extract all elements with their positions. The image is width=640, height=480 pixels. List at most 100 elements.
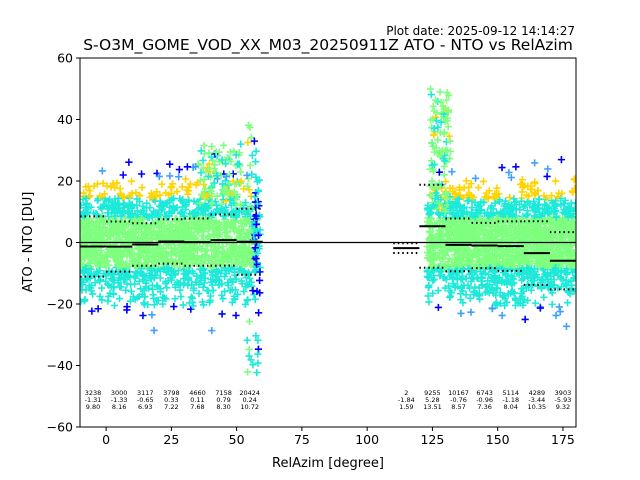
- scatter-point: [93, 257, 102, 265]
- scatter-point: [87, 265, 95, 273]
- scatter-point: [110, 237, 118, 246]
- scatter-point: [245, 345, 253, 354]
- scatter-point: [81, 296, 89, 304]
- scatter-point: [178, 203, 187, 211]
- scatter-point: [96, 277, 104, 285]
- scatter-point: [127, 287, 135, 296]
- scatter-point: [247, 278, 255, 286]
- scatter-point: [119, 192, 127, 200]
- scatter-point: [143, 231, 151, 239]
- scatter-point: [154, 245, 162, 253]
- scatter-point: [220, 248, 229, 256]
- scatter-point: [232, 151, 240, 159]
- scatter-point: [174, 279, 182, 288]
- scatter-point: [205, 256, 213, 265]
- scatter-point: [163, 252, 171, 260]
- scatter-point: [156, 274, 164, 282]
- scatter-point: [135, 251, 143, 259]
- scatter-point: [253, 178, 261, 186]
- scatter-point: [241, 218, 249, 226]
- scatter-point: [218, 310, 226, 318]
- scatter-point: [162, 200, 171, 208]
- scatter-point: [479, 177, 488, 186]
- scatter-point: [163, 199, 172, 207]
- x-tick-label: 75: [294, 432, 310, 447]
- scatter-point: [232, 311, 240, 320]
- bin-stat-label: 1.59: [399, 403, 413, 411]
- scatter-point: [254, 231, 263, 239]
- scatter-point: [116, 248, 124, 257]
- scatter-point: [426, 85, 435, 93]
- x-axis-label: RelAzim [degree]: [272, 456, 384, 471]
- scatter-point: [138, 183, 146, 192]
- scatter-point: [237, 140, 245, 148]
- scatter-point: [156, 288, 165, 296]
- scatter-point: [119, 199, 127, 207]
- scatter-point: [166, 220, 174, 228]
- scatter-point: [220, 218, 228, 226]
- scatter-point: [193, 223, 201, 232]
- x-tick-label: 50: [229, 432, 245, 447]
- scatter-point: [451, 251, 459, 259]
- scatter-point: [177, 208, 185, 216]
- scatter-point: [121, 260, 129, 268]
- scatter-point: [150, 326, 158, 335]
- scatter-point: [184, 190, 192, 198]
- scatter-point: [154, 211, 162, 219]
- scatter-point: [123, 306, 131, 314]
- scatter-point: [180, 212, 189, 220]
- bin-stat-label: 7.22: [164, 403, 178, 411]
- scatter-point: [230, 217, 238, 225]
- scatter-point: [201, 185, 209, 193]
- x-tick-label: 25: [163, 432, 179, 447]
- scatter-point: [111, 183, 119, 192]
- scatter-point: [215, 281, 224, 289]
- scatter-point: [242, 283, 250, 291]
- scatter-point: [157, 250, 165, 258]
- scatter-point: [236, 250, 244, 258]
- scatter-point: [157, 203, 165, 211]
- y-tick-label: 20: [57, 174, 73, 189]
- scatter-point: [226, 275, 234, 284]
- scatter-point: [189, 294, 197, 302]
- scatter-point: [95, 233, 103, 241]
- scatter-point: [131, 274, 139, 282]
- scatter-point: [171, 249, 179, 257]
- scatter-point: [223, 209, 232, 217]
- bin-stat-label: 10.35: [528, 403, 547, 411]
- scatter-point: [137, 214, 146, 222]
- scatter-point: [150, 301, 158, 309]
- scatter-point: [507, 173, 515, 182]
- scatter-point: [203, 246, 211, 254]
- scatter-point: [96, 192, 104, 200]
- scatter-point: [184, 269, 192, 278]
- scatter-point: [226, 252, 234, 260]
- scatter-point: [103, 182, 111, 190]
- scatter-point: [252, 220, 260, 229]
- scatter-point: [213, 273, 221, 281]
- scatter-point: [123, 202, 132, 210]
- scatter-point: [252, 147, 260, 155]
- scatter-point: [149, 285, 157, 293]
- scatter-point: [250, 137, 258, 145]
- scatter-point: [126, 213, 134, 221]
- scatter-point: [102, 253, 111, 261]
- scatter-point: [562, 322, 571, 330]
- scatter-point: [235, 160, 243, 168]
- scatter-point: [152, 193, 160, 201]
- scatter-point: [88, 307, 96, 315]
- plot-date: Plot date: 2025-09-12 14:14:27: [386, 24, 575, 38]
- scatter-point: [146, 223, 154, 232]
- scatter-point: [113, 222, 121, 230]
- scatter-point: [505, 168, 513, 177]
- scatter-point: [137, 170, 146, 178]
- scatter-point: [147, 234, 155, 242]
- scatter-point: [241, 233, 249, 241]
- scatter-point: [189, 302, 197, 310]
- scatter-point: [436, 88, 444, 96]
- scatter-point: [193, 178, 202, 187]
- scatter-point: [175, 173, 183, 181]
- scatter-point: [239, 255, 247, 263]
- scatter-point: [159, 244, 168, 252]
- scatter-point: [110, 301, 119, 310]
